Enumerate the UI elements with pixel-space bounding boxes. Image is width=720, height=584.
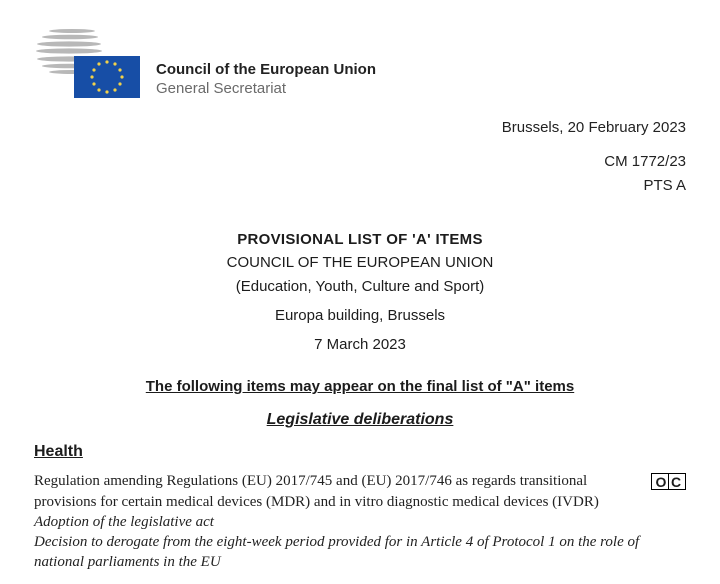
doc-reference: CM 1772/23: [34, 150, 686, 174]
document-meta: Brussels, 20 February 2023 CM 1772/23 PT…: [34, 116, 686, 198]
header-text: Council of the European Union General Se…: [156, 61, 376, 99]
eu-flag-icon: [74, 56, 140, 98]
title-main: PROVISIONAL LIST OF 'A' ITEMS: [34, 228, 686, 251]
item-action-2: Decision to derogate from the eight-week…: [34, 532, 686, 573]
place-date: Brussels, 20 February 2023: [34, 116, 686, 140]
item-action-1: Adoption of the legislative act: [34, 512, 686, 532]
org-subunit: General Secretariat: [156, 80, 376, 99]
council-logo: [34, 26, 142, 106]
council-logo-svg: [34, 26, 142, 106]
doc-category: PTS A: [34, 174, 686, 198]
document-page: Council of the European Union General Se…: [0, 0, 720, 584]
title-line-1: COUNCIL OF THE EUROPEAN UNION: [34, 251, 686, 274]
item-flags: O C: [651, 473, 686, 490]
title-line-2: (Education, Youth, Culture and Sport): [34, 275, 686, 298]
org-name: Council of the European Union: [156, 61, 376, 80]
item-flag-o: O: [654, 475, 668, 489]
title-line-4: 7 March 2023: [34, 333, 686, 356]
title-block: PROVISIONAL LIST OF 'A' ITEMS COUNCIL OF…: [34, 228, 686, 356]
agenda-item: O C Regulation amending Regulations (EU)…: [34, 471, 686, 572]
item-title: Regulation amending Regulations (EU) 201…: [34, 471, 606, 512]
item-flag-c: C: [669, 475, 683, 489]
section-sub: Legislative deliberations: [34, 411, 686, 429]
title-line-3: Europa building, Brussels: [34, 304, 686, 327]
header: Council of the European Union General Se…: [34, 26, 686, 106]
section-topic: Health: [34, 443, 686, 461]
section-lead: The following items may appear on the fi…: [34, 378, 686, 395]
